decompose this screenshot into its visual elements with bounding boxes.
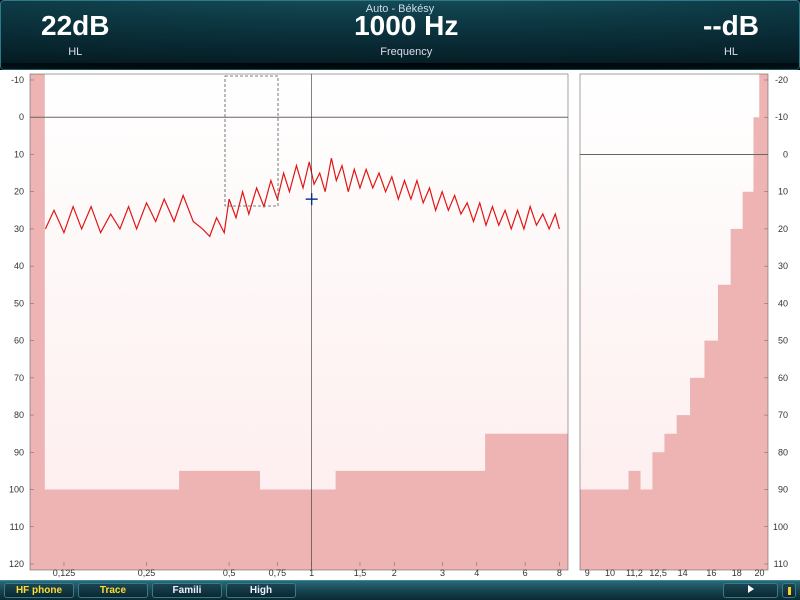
svg-text:20: 20	[755, 568, 765, 578]
footer-bar: HF phone Trace Famili High	[0, 580, 800, 600]
svg-text:4: 4	[474, 568, 479, 578]
footer-spacer	[300, 583, 719, 598]
svg-text:110: 110	[774, 559, 788, 569]
app-root: Auto - Békésy 22dB HL 1000 Hz Frequency …	[0, 0, 800, 600]
svg-text:70: 70	[14, 373, 24, 383]
right-level-value: --dB	[703, 12, 759, 40]
svg-text:0,25: 0,25	[138, 568, 156, 578]
svg-text:30: 30	[14, 224, 24, 234]
svg-text:80: 80	[778, 447, 788, 457]
svg-text:50: 50	[14, 298, 24, 308]
svg-text:40: 40	[14, 261, 24, 271]
svg-text:10: 10	[14, 149, 24, 159]
svg-text:120: 120	[9, 559, 24, 569]
svg-text:50: 50	[778, 336, 788, 346]
audiogram-chart: -10 0 10 20 30 40 50 60 70 80 90 100 110 120 -20 -10 0 10…	[0, 70, 800, 580]
btn-trace[interactable]: Trace	[78, 583, 148, 598]
left-level-sub: HL	[41, 46, 109, 58]
svg-text:16: 16	[706, 568, 716, 578]
svg-text:40: 40	[778, 298, 788, 308]
svg-text:0: 0	[19, 112, 24, 122]
svg-text:20: 20	[778, 224, 788, 234]
chart-area[interactable]: -10 0 10 20 30 40 50 60 70 80 90 100 110 120 -20 -10 0 10…	[0, 70, 800, 580]
header-left-block: 22dB HL	[41, 12, 109, 58]
svg-text:8: 8	[557, 568, 562, 578]
btn-famili[interactable]: Famili	[152, 583, 222, 598]
header-right-block: --dB HL	[703, 12, 759, 58]
right-level-sub: HL	[703, 46, 759, 58]
svg-text:3: 3	[440, 568, 445, 578]
svg-text:11,2: 11,2	[626, 568, 643, 578]
svg-text:0,75: 0,75	[269, 568, 287, 578]
svg-text:6: 6	[523, 568, 528, 578]
header-bar: Auto - Békésy 22dB HL 1000 Hz Frequency …	[0, 0, 800, 70]
svg-text:110: 110	[10, 522, 24, 532]
svg-text:-10: -10	[775, 112, 788, 122]
svg-text:0,5: 0,5	[223, 568, 236, 578]
svg-text:90: 90	[778, 485, 788, 495]
header-title: Auto - Békésy	[366, 3, 434, 15]
frequency-sub: Frequency	[354, 46, 458, 58]
svg-text:14: 14	[678, 568, 688, 578]
svg-text:100: 100	[9, 485, 24, 495]
svg-text:1,5: 1,5	[354, 568, 367, 578]
svg-text:10: 10	[778, 187, 788, 197]
svg-text:-20: -20	[775, 75, 788, 85]
svg-text:18: 18	[732, 568, 742, 578]
svg-text:12,5: 12,5	[649, 568, 667, 578]
btn-hf-phone[interactable]: HF phone	[4, 583, 74, 598]
svg-text:90: 90	[14, 447, 24, 457]
svg-text:20: 20	[14, 187, 24, 197]
svg-text:10: 10	[605, 568, 615, 578]
svg-text:0,125: 0,125	[53, 568, 76, 578]
frequency-value: 1000 Hz	[354, 12, 458, 40]
btn-high[interactable]: High	[226, 583, 296, 598]
svg-text:-10: -10	[11, 75, 24, 85]
status-indicator	[782, 583, 796, 598]
svg-text:9: 9	[585, 568, 590, 578]
svg-text:60: 60	[14, 336, 24, 346]
svg-text:100: 100	[773, 522, 788, 532]
svg-text:30: 30	[778, 261, 788, 271]
left-level-value: 22dB	[41, 12, 109, 40]
header-center-block: 1000 Hz Frequency	[354, 12, 458, 58]
btn-play[interactable]	[723, 583, 778, 598]
svg-text:80: 80	[14, 410, 24, 420]
svg-text:60: 60	[778, 373, 788, 383]
svg-text:0: 0	[783, 149, 788, 159]
svg-text:2: 2	[392, 568, 397, 578]
play-icon	[746, 584, 756, 594]
svg-text:70: 70	[778, 410, 788, 420]
